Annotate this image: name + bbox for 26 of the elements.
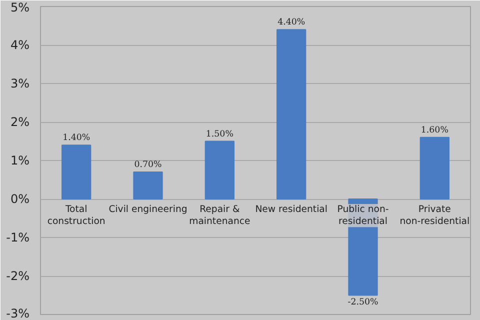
- y-tick-label: 3%: [10, 76, 30, 90]
- x-tick-label: New residential: [255, 204, 328, 215]
- y-tick-label: -1%: [6, 230, 30, 244]
- y-tick-label: 5%: [10, 0, 30, 14]
- bar: [420, 136, 450, 200]
- y-tick-label: 1%: [10, 154, 30, 168]
- data-label: 4.40%: [278, 18, 306, 28]
- data-label: 1.50%: [206, 129, 234, 140]
- y-tick-label: 0%: [10, 192, 30, 206]
- y-tick-label: -3%: [6, 306, 30, 320]
- data-label: 0.70%: [134, 160, 162, 170]
- y-tick-label: -2%: [6, 269, 30, 283]
- bar: [276, 29, 306, 200]
- x-tick-label: Repair & maintenance: [189, 204, 250, 228]
- y-tick-label: 2%: [10, 115, 30, 129]
- bar: [204, 140, 234, 200]
- x-tick-label: Total construction: [47, 204, 106, 228]
- bar: [62, 144, 92, 200]
- bar: [133, 172, 163, 200]
- y-tick-label: 4%: [10, 38, 30, 52]
- data-label: -2.50%: [348, 297, 378, 308]
- data-label: 1.40%: [62, 133, 90, 144]
- x-tick-label: Civil engineering: [108, 204, 188, 215]
- data-label: 1.60%: [420, 125, 448, 136]
- x-tick-label: Public non- residential: [337, 204, 389, 228]
- x-tick-label: Private non-residential: [400, 204, 470, 228]
